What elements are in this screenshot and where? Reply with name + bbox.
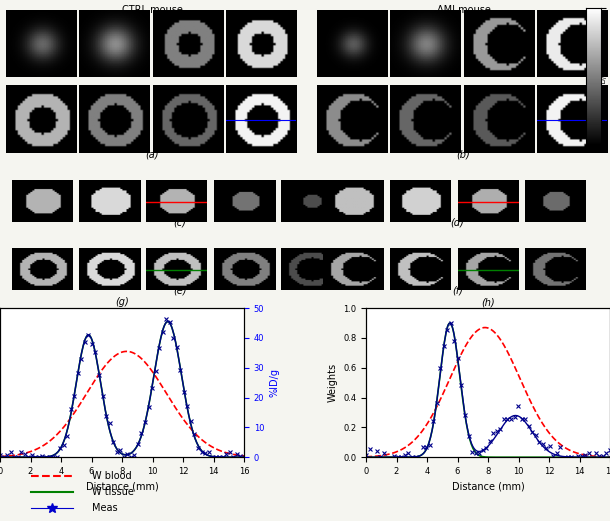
Text: 390-1200 s: 390-1200 s <box>467 145 502 150</box>
Text: 80-150 s: 80-150 s <box>10 145 37 150</box>
Text: AMI mouse: AMI mouse <box>437 5 490 15</box>
Text: 20-30 s: 20-30 s <box>467 64 490 69</box>
Text: 0-10 s: 0-10 s <box>10 64 29 69</box>
Text: (e): (e) <box>173 286 187 295</box>
X-axis label: Distance (mm): Distance (mm) <box>85 481 159 491</box>
Text: %ID/g: %ID/g <box>601 70 607 91</box>
Text: 1200-2700 s: 1200-2700 s <box>540 145 579 150</box>
Text: 10-20 s: 10-20 s <box>83 64 106 69</box>
Text: 20-30 s: 20-30 s <box>156 64 179 69</box>
Title: (g): (g) <box>115 297 129 307</box>
Text: 390-1200 s: 390-1200 s <box>156 145 191 150</box>
Text: (c): (c) <box>173 218 187 228</box>
Text: W tissue: W tissue <box>92 487 134 497</box>
Text: 10-20 s: 10-20 s <box>394 64 417 69</box>
Text: W blood: W blood <box>92 472 131 481</box>
Text: 360-390 s: 360-390 s <box>394 145 425 150</box>
X-axis label: Distance (mm): Distance (mm) <box>451 481 525 491</box>
Title: (h): (h) <box>481 297 495 307</box>
Text: 80-150 s: 80-150 s <box>321 145 348 150</box>
Text: (d): (d) <box>451 218 464 228</box>
Text: 0-10 s: 0-10 s <box>321 64 340 69</box>
Text: 360-390 s: 360-390 s <box>83 145 114 150</box>
Text: CTRL mouse: CTRL mouse <box>122 5 183 15</box>
Text: Meas: Meas <box>92 503 117 513</box>
Text: 30-80 s: 30-80 s <box>229 64 253 69</box>
Y-axis label: Weights: Weights <box>328 363 337 402</box>
Y-axis label: %ID/g: %ID/g <box>270 368 280 397</box>
Text: (f): (f) <box>452 286 463 295</box>
Text: 1200-2700 s: 1200-2700 s <box>229 145 268 150</box>
Text: (b): (b) <box>457 150 470 159</box>
Text: 30-80 s: 30-80 s <box>540 64 564 69</box>
Text: (a): (a) <box>146 150 159 159</box>
